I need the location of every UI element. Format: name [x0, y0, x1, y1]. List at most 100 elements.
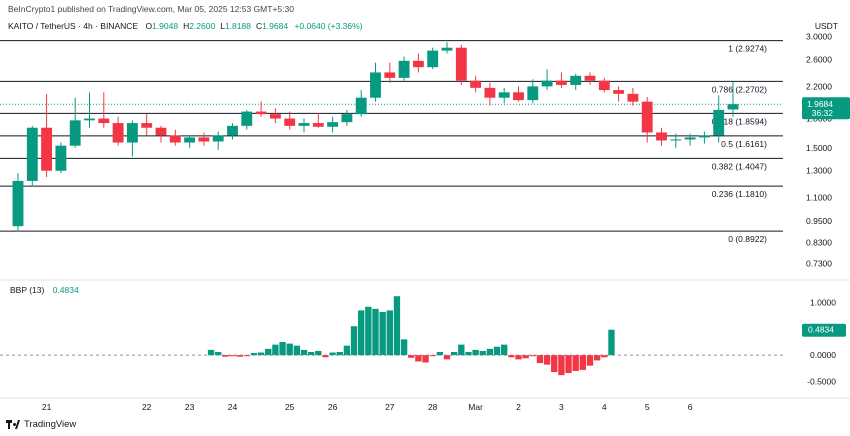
time-tick-label: 6 [688, 402, 693, 412]
bbp-bar [501, 344, 508, 356]
bbp-bar [522, 355, 529, 359]
candle-body [412, 60, 424, 68]
candle-body [455, 47, 467, 81]
candle-body [141, 123, 153, 128]
tradingview-logo-text: TradingView [24, 419, 77, 430]
price-tick-label: 0.8300 [806, 238, 832, 248]
candle-body [570, 75, 582, 85]
candle-body [641, 101, 653, 133]
ohlc-key: O [145, 21, 153, 31]
tradingview-logo[interactable]: TradingView [6, 419, 76, 430]
time-tick-label: 3 [559, 402, 564, 412]
time-tick-label: 24 [228, 402, 238, 412]
publisher-line: BeInCrypto1 published on TradingView.com… [8, 4, 294, 14]
candle-body [470, 80, 482, 88]
bbp-bar [350, 326, 358, 356]
last-price-tag [802, 97, 850, 120]
candle-body [98, 118, 110, 124]
bbp-current-value: 0.4834 [52, 285, 79, 295]
currency-label: USDT [814, 21, 838, 31]
ohlc-value: 1.9048 [152, 21, 179, 31]
candle-body [212, 135, 224, 142]
candle-body [727, 104, 739, 110]
bbp-bar [593, 355, 601, 361]
price-tick-label: 0.7300 [806, 258, 832, 268]
bbp-bar [315, 350, 322, 356]
candle-body [513, 92, 524, 101]
candle-body [269, 114, 281, 119]
bbp-bar [458, 344, 465, 356]
bbp-bar [379, 312, 386, 356]
bbp-bar [543, 355, 551, 365]
candle-countdown: 36:32 [812, 108, 834, 118]
time-tick-label: 4 [602, 402, 607, 412]
bbp-bar [529, 355, 536, 357]
ohlc-value: 1.9684 [262, 21, 289, 31]
bbp-bar [265, 348, 272, 356]
bbp-bars [0, 296, 783, 376]
bbp-bar [572, 355, 579, 371]
bbp-bar [386, 310, 393, 356]
candle-body [355, 97, 367, 115]
time-tick-label: 21 [42, 402, 52, 412]
time-tick-label: 25 [285, 402, 295, 412]
candle-body [498, 92, 510, 98]
candle-body [298, 123, 310, 126]
candles [12, 42, 739, 232]
fib-level-label: 0.382 (1.4047) [712, 161, 767, 171]
time-tick-label: Mar [468, 402, 483, 412]
time-tick-label: 26 [328, 402, 338, 412]
candle-body [613, 90, 625, 94]
bbp-bar [286, 343, 293, 356]
candle-body [327, 122, 339, 127]
time-tick-label: 28 [428, 402, 438, 412]
bbp-bar [222, 355, 229, 357]
bbp-bar [515, 355, 522, 360]
bbp-bar [236, 355, 243, 357]
bbp-bar [365, 306, 372, 356]
bbp-bar [536, 355, 544, 364]
candle-body [598, 80, 610, 91]
candle-body [684, 137, 696, 140]
symbol-title: KAITO / TetherUS · 4h · BINANCE [8, 21, 139, 31]
candle-body [55, 145, 67, 171]
price-tick-label: 3.0000 [806, 32, 832, 42]
price-change: +0.0640 (+3.36%) [294, 21, 363, 31]
candle-body [198, 137, 210, 142]
bbp-bar [551, 355, 558, 372]
bbp-tick-label: 0.0000 [810, 350, 836, 360]
candle-body [169, 135, 181, 143]
price-tick-label: 0.9500 [806, 216, 832, 226]
bbp-bar [558, 355, 565, 376]
bbp-bar [322, 355, 329, 358]
bbp-bar [243, 355, 250, 357]
candle-body [12, 180, 24, 227]
candle-body [427, 50, 439, 68]
bbp-bar [415, 355, 422, 362]
candle-body [384, 72, 396, 78]
candle-body [155, 127, 167, 136]
candle-body [370, 72, 381, 98]
candle-body [441, 47, 453, 51]
time-tick-label: 23 [185, 402, 195, 412]
symbol-header: KAITO / TetherUS · 4h · BINANCE O1.9048 H… [8, 21, 363, 31]
pane-separators [0, 279, 850, 399]
bbp-bar [372, 308, 379, 356]
candle-body [241, 111, 253, 126]
bbp-bar [358, 310, 365, 356]
bbp-tick-label: -0.5000 [807, 376, 836, 386]
ohlc-key: H [183, 21, 190, 31]
bbp-title: BBP (13) [10, 285, 45, 295]
bbp-bar [393, 296, 401, 356]
bbp-bar [608, 329, 615, 356]
bbp-bar [436, 352, 444, 356]
price-tick-label: 2.2000 [806, 81, 832, 91]
bbp-bar [307, 352, 315, 356]
ohlc-value: 2.2600 [189, 21, 216, 31]
bbp-bar [215, 352, 222, 356]
bbp-bar [472, 349, 479, 356]
fib-level-label: 0 (0.8922) [728, 234, 767, 244]
last-price-tag-value: 1.9684 [807, 99, 833, 109]
candle-body [341, 114, 353, 123]
